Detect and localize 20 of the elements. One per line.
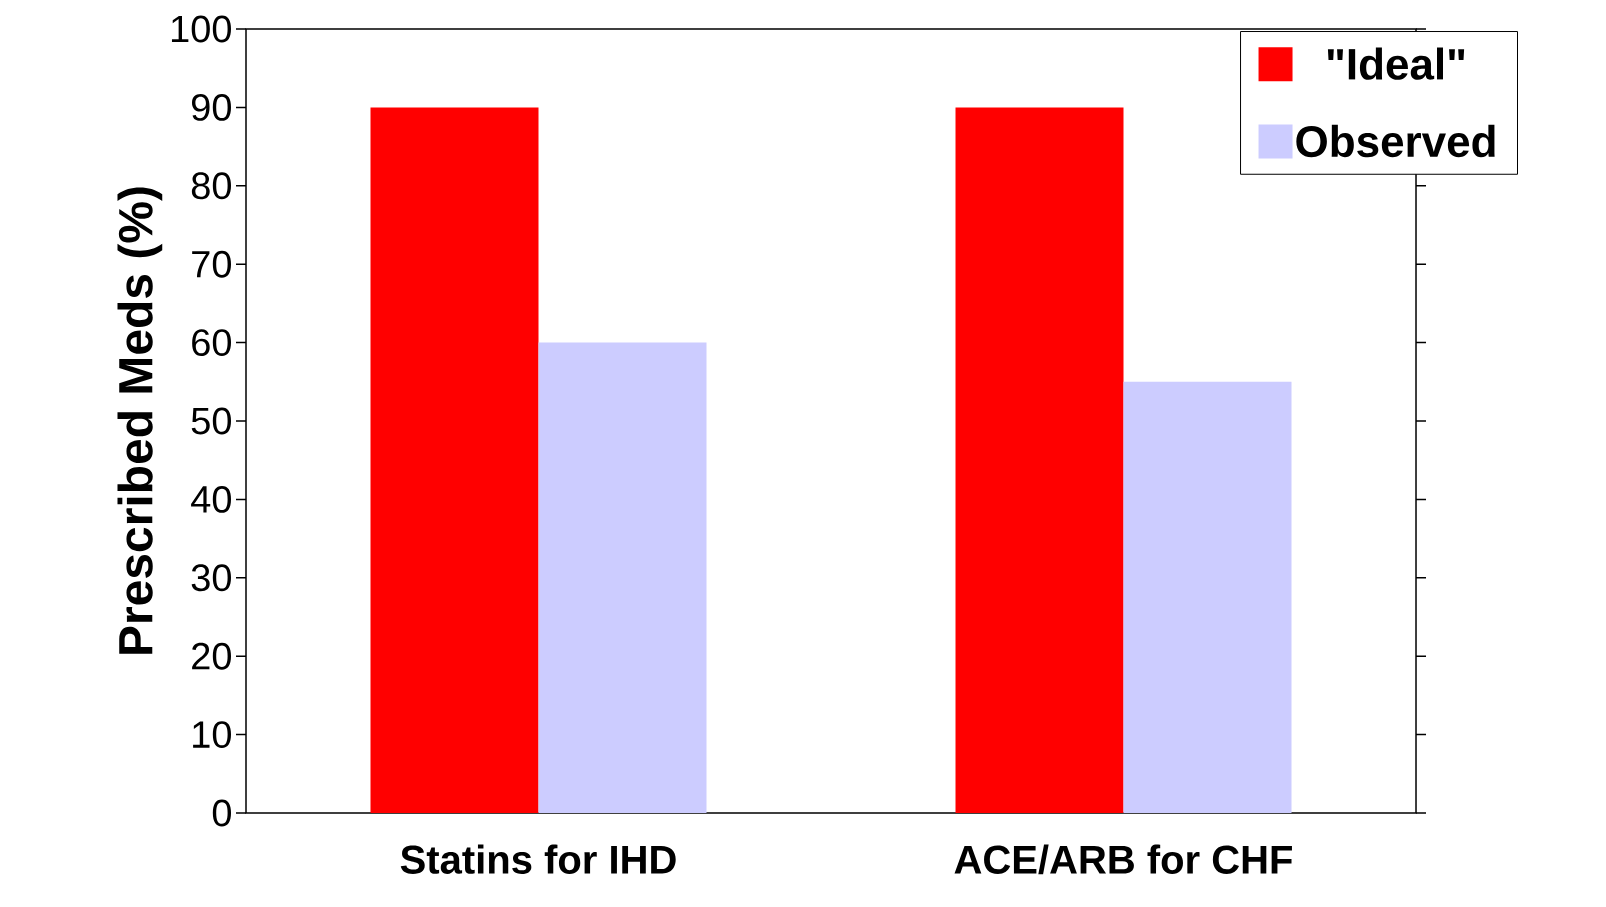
y-tick-label: 20 xyxy=(192,642,231,670)
y-tick-label: 50 xyxy=(191,407,231,435)
bar xyxy=(370,107,539,813)
y-axis-title: Prescribed Meds (%) xyxy=(117,187,163,654)
x-tick-label: ACE/ARB for CHF xyxy=(954,844,1292,875)
y-tick-label: 10 xyxy=(193,721,231,749)
bar xyxy=(955,107,1124,813)
y-tick-label: 70 xyxy=(192,250,231,278)
bar xyxy=(538,342,707,813)
y-tick-label: 90 xyxy=(191,93,231,121)
x-tick-label: Statins for IHD xyxy=(400,844,676,874)
y-tick-label: 0 xyxy=(212,799,231,827)
y-tick-label: 60 xyxy=(192,329,231,357)
bar xyxy=(1123,381,1292,813)
y-tick-label: 30 xyxy=(191,564,231,592)
y-tick-label: 100 xyxy=(171,15,231,43)
y-tick-label: 80 xyxy=(191,172,231,200)
legend-label: Observed xyxy=(1296,124,1495,158)
legend-label: "Ideal" xyxy=(1327,47,1465,80)
y-tick-label: 40 xyxy=(191,485,231,513)
